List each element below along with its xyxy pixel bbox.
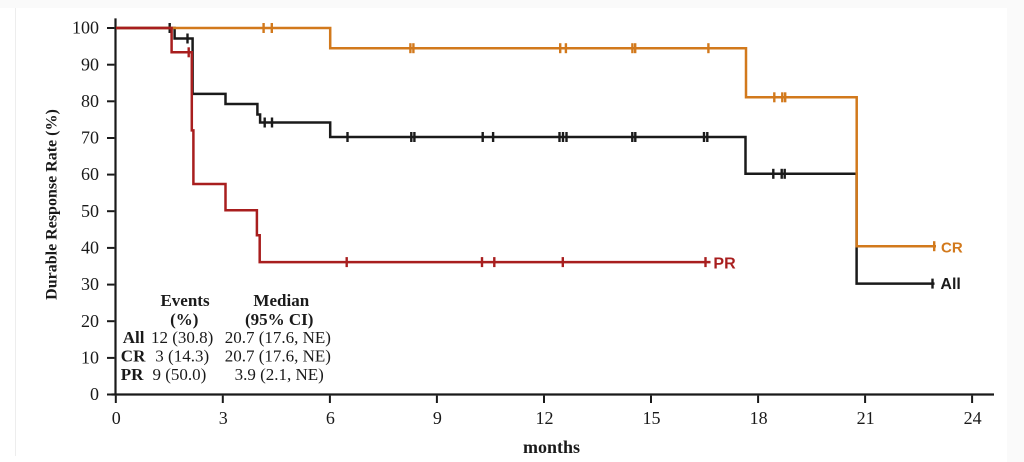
svg-text:80: 80 [81,91,99,111]
svg-text:12 (30.8): 12 (30.8) [151,328,213,347]
svg-text:Events: Events [160,291,210,310]
svg-text:All: All [123,328,145,347]
svg-text:50: 50 [81,201,99,221]
svg-text:All: All [940,276,960,293]
svg-text:70: 70 [81,128,99,148]
svg-text:9 (50.0): 9 (50.0) [153,365,207,384]
svg-text:(%): (%) [170,310,198,329]
svg-text:20.7 (17.6, NE): 20.7 (17.6, NE) [225,328,331,347]
svg-text:20.7 (17.6, NE): 20.7 (17.6, NE) [225,346,331,365]
svg-text:3: 3 [219,408,228,428]
svg-text:3 (14.3): 3 (14.3) [155,346,209,365]
svg-text:21: 21 [857,408,875,428]
svg-text:Durable Response Rate (%): Durable Response Rate (%) [43,109,60,300]
svg-text:CR: CR [941,240,963,257]
svg-text:60: 60 [81,164,99,184]
svg-text:Median: Median [253,291,309,310]
svg-text:12: 12 [536,408,554,428]
svg-text:PR: PR [121,365,144,384]
svg-text:CR: CR [121,346,146,365]
svg-text:6: 6 [326,408,335,428]
svg-text:20: 20 [81,311,99,331]
svg-text:3.9 (2.1, NE): 3.9 (2.1, NE) [235,365,324,384]
svg-text:0: 0 [112,408,121,428]
svg-text:9: 9 [433,408,442,428]
svg-text:40: 40 [81,238,99,258]
svg-text:100: 100 [72,18,99,38]
svg-text:18: 18 [750,408,768,428]
svg-text:15: 15 [643,408,661,428]
svg-text:months: months [523,437,580,457]
svg-text:0: 0 [90,384,99,404]
svg-text:90: 90 [81,54,99,74]
svg-text:10: 10 [81,348,99,368]
svg-text:24: 24 [964,408,982,428]
svg-text:30: 30 [81,274,99,294]
svg-text:PR: PR [713,256,736,273]
svg-text:(95% CI): (95% CI) [245,310,313,329]
